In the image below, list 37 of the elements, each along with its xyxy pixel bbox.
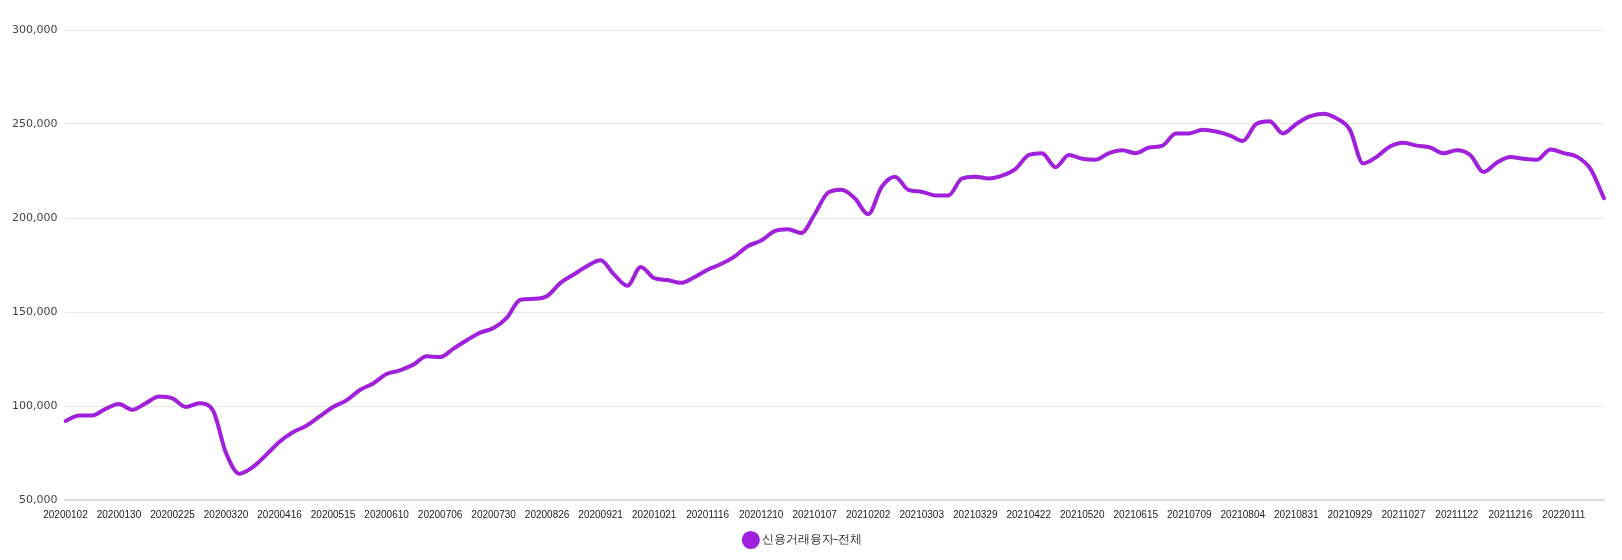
x-tick-label: 20220111 (1542, 508, 1586, 520)
y-tick-label: 150,000 (11, 304, 58, 318)
x-tick-label: 20200610 (364, 508, 410, 520)
y-tick-label: 250,000 (11, 116, 58, 130)
x-tick-label: 20200826 (524, 508, 570, 520)
x-tick-label: 20210303 (899, 508, 945, 520)
x-tick-label: 20210520 (1059, 508, 1105, 520)
x-tick-label: 20210929 (1327, 508, 1373, 520)
x-tick-label: 20210615 (1113, 508, 1159, 520)
x-tick-label: 20200320 (203, 508, 249, 520)
x-tick-label: 20211027 (1381, 508, 1426, 520)
x-tick-label: 20210804 (1220, 508, 1266, 520)
x-tick-label: 20211122 (1435, 508, 1479, 520)
y-tick-label: 100,000 (11, 398, 58, 412)
x-tick-label: 20201021 (631, 508, 677, 520)
x-tick-label: 20200130 (96, 508, 142, 520)
x-tick-label: 20200706 (417, 508, 463, 520)
x-tick-label: 20201210 (738, 508, 784, 520)
y-tick-label: 300,000 (11, 22, 58, 36)
x-tick-label: 20200416 (257, 508, 303, 520)
x-tick-label: 20200225 (150, 508, 196, 520)
x-tick-label: 20200102 (43, 508, 89, 520)
x-tick-label: 20201116 (686, 508, 730, 520)
y-tick-label: 200,000 (11, 210, 58, 224)
x-tick-label: 20210107 (792, 508, 838, 520)
x-tick-label: 20210831 (1274, 508, 1319, 520)
x-tick-label: 20210202 (845, 508, 891, 520)
line-series (63, 111, 1606, 476)
y-tick-label: 50,000 (18, 492, 58, 506)
x-tick-label: 20211216 (1488, 508, 1533, 520)
x-tick-label: 20200730 (471, 508, 517, 520)
legend-label: 신용거래융자-전체 (761, 532, 863, 547)
x-tick-label: 20200515 (310, 508, 356, 520)
x-tick-label: 20210709 (1167, 508, 1212, 520)
x-tick-label: 20210329 (952, 508, 998, 520)
x-tick-label: 20210422 (1006, 508, 1052, 520)
x-tick-label: 20200921 (578, 508, 624, 520)
